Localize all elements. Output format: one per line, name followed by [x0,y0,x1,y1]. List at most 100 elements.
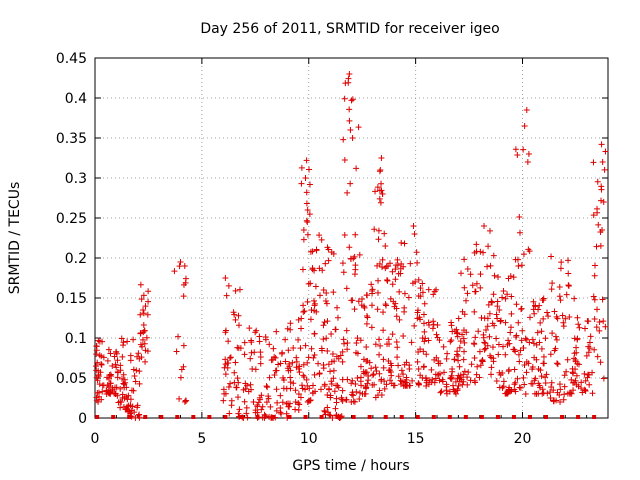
data-point [414,309,421,316]
data-point [515,351,522,358]
data-point [485,301,492,308]
data-point [137,281,144,288]
data-point [222,356,229,363]
y-tick-label: 0.25 [56,211,87,227]
data-point [381,230,388,237]
y-tick-label: 0.2 [65,251,87,267]
data-point [511,346,518,353]
data-point [547,394,554,401]
data-point [389,281,396,288]
data-point [505,337,512,344]
data-point [437,389,444,396]
data-point [120,342,127,349]
data-point [175,333,182,340]
data-point [411,322,418,329]
data-point [98,361,105,368]
data-point [417,372,424,379]
x-tick-label: 5 [197,431,206,447]
data-point [527,314,534,321]
data-point [321,319,328,326]
data-point [496,384,503,391]
data-point [95,373,102,380]
data-point [305,280,312,287]
data-point [497,317,504,324]
data-point [459,308,466,315]
data-point [383,381,390,388]
data-point [520,146,527,153]
data-point [325,361,332,368]
data-point [516,229,523,236]
data-point [268,357,275,364]
data-point [471,308,478,315]
data-point [591,296,598,303]
data-point [289,359,296,366]
x-tick-label: 0 [91,431,100,447]
data-point [350,392,357,399]
data-point [285,347,292,354]
data-point [93,367,100,374]
data-point [520,344,527,351]
data-point [516,384,523,391]
data-point [300,361,307,368]
data-point [549,330,556,337]
data-point [421,328,428,335]
zero-marker [560,415,565,419]
data-point [528,380,535,387]
data-point [420,364,427,371]
data-point [476,348,483,355]
data-point [520,374,527,381]
data-point [277,409,284,416]
data-point [297,394,304,401]
data-point [393,313,400,320]
data-point [137,330,144,337]
data-point [497,371,504,378]
data-point [395,270,402,277]
data-point [355,298,362,305]
data-point [470,340,477,347]
data-point [104,357,111,364]
data-point [395,373,402,380]
zero-marker [351,415,356,419]
data-point [277,392,284,399]
data-point [311,330,318,337]
data-point [406,366,413,373]
data-point [318,236,325,243]
data-point [303,200,310,207]
data-point [571,350,578,357]
data-point [380,364,387,371]
data-point [137,341,144,348]
data-point [241,398,248,405]
data-point [484,263,491,270]
data-point [554,361,561,368]
data-point [532,303,539,310]
data-point [364,314,371,321]
data-point [263,399,270,406]
data-point [230,309,237,316]
data-point [454,329,461,336]
data-point [333,395,340,402]
data-point [434,321,441,328]
data-point [551,308,558,315]
data-point [138,296,145,303]
data-point [455,315,462,322]
y-tick-label: 0.4 [65,91,87,107]
data-point [316,292,323,299]
data-point [583,352,590,359]
data-point [321,382,328,389]
data-point [100,354,107,361]
data-point [273,367,280,374]
data-point [227,380,234,387]
data-point [476,374,483,381]
data-point [292,406,299,413]
data-point [287,374,294,381]
data-point [602,148,609,155]
data-point [140,321,147,328]
data-point [591,346,598,353]
data-point [486,227,493,234]
data-point [127,402,134,409]
data-point [352,266,359,273]
zero-marker [287,415,292,419]
data-point [502,319,509,326]
data-point [539,386,546,393]
data-point [502,351,509,358]
